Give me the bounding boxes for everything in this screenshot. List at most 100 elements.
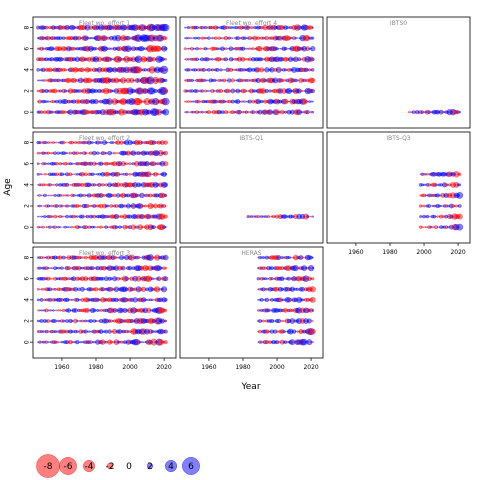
bubble	[184, 26, 187, 29]
bubble	[162, 23, 170, 32]
bubble	[206, 47, 209, 50]
bubble	[94, 162, 98, 165]
x-tick-label: 2020	[450, 249, 465, 256]
legend-label: 2	[147, 462, 153, 472]
bubble	[37, 215, 40, 218]
bubble	[62, 267, 65, 270]
y-tick-label: 8	[24, 25, 31, 29]
bubble	[49, 194, 51, 197]
bubble	[269, 309, 272, 312]
bubble	[69, 226, 72, 228]
bubble	[192, 79, 195, 82]
bubble	[456, 192, 464, 199]
bubble	[73, 162, 75, 165]
bubble	[43, 215, 47, 219]
legend-bubble	[182, 457, 200, 475]
bubble	[64, 141, 67, 144]
bubble	[102, 226, 104, 228]
bubble	[191, 37, 193, 39]
bubble	[50, 194, 53, 197]
bubble	[73, 226, 75, 228]
bubble	[219, 37, 222, 40]
bubble	[295, 330, 297, 333]
bubble	[62, 173, 65, 176]
bubble	[57, 309, 60, 312]
bubble	[71, 173, 73, 176]
panel-title: IBTS-Q3	[386, 135, 410, 142]
bubble	[309, 286, 316, 293]
y-tick-label: 6	[24, 162, 31, 166]
panel-title: HERAS	[241, 250, 261, 257]
bubble	[266, 215, 271, 219]
bubble	[36, 162, 40, 165]
bubble	[92, 225, 96, 229]
bubble	[117, 152, 120, 155]
bubble	[132, 79, 135, 82]
x-tick-label: 1980	[382, 249, 397, 256]
bubble	[45, 173, 48, 176]
bubble	[60, 194, 64, 197]
bubble	[164, 205, 167, 207]
bubble	[111, 89, 115, 93]
legend-item: -2	[106, 462, 115, 472]
bubble	[229, 37, 233, 40]
bubble	[95, 226, 97, 228]
bubble	[50, 309, 53, 312]
bubble	[62, 205, 65, 207]
bubble	[118, 173, 121, 176]
bubble	[42, 205, 45, 207]
x-tick-label: 1960	[54, 364, 69, 371]
bubble	[115, 256, 118, 259]
bubble	[199, 47, 202, 50]
bubble	[55, 141, 58, 144]
bubble	[243, 100, 246, 103]
bubble	[154, 226, 157, 228]
bubble	[183, 47, 187, 51]
bubble	[308, 47, 311, 50]
bubble	[206, 79, 209, 82]
bubble	[309, 328, 316, 335]
bubble	[110, 152, 113, 155]
bubble	[243, 47, 246, 50]
bubble	[430, 205, 432, 207]
bubble	[53, 193, 57, 197]
bubble	[67, 226, 70, 229]
bubble	[47, 266, 50, 270]
bubble	[164, 308, 168, 312]
bubble	[185, 47, 188, 50]
bubble	[198, 58, 200, 60]
bubbles	[246, 213, 314, 220]
bubble	[184, 100, 187, 103]
bubble	[149, 173, 152, 176]
bubbles	[36, 254, 169, 346]
bubble	[104, 151, 108, 155]
bubble	[456, 223, 464, 231]
bubble	[240, 100, 243, 103]
bubble	[311, 266, 315, 270]
bubble	[267, 298, 270, 301]
bubble	[47, 341, 50, 344]
bubble	[60, 215, 63, 218]
bubble	[39, 163, 41, 165]
y-tick-label: 6	[24, 47, 31, 51]
bubble	[438, 194, 441, 197]
bubble	[409, 111, 412, 114]
bubbles	[407, 108, 461, 116]
bubble	[62, 194, 65, 197]
bubble	[164, 193, 168, 197]
bubble	[69, 309, 72, 312]
bubble	[96, 319, 99, 323]
legend-label: 0	[126, 462, 132, 472]
bubble	[311, 320, 314, 322]
bubble	[71, 298, 74, 301]
bubble	[75, 330, 79, 333]
bubble	[59, 226, 62, 229]
bubble	[48, 277, 52, 280]
bubble	[431, 225, 434, 229]
bubble	[164, 36, 168, 40]
bubble	[286, 100, 289, 103]
bubble	[62, 215, 65, 218]
x-tick-label: 2000	[416, 249, 431, 256]
bubble	[59, 309, 62, 312]
bubble	[213, 89, 216, 93]
